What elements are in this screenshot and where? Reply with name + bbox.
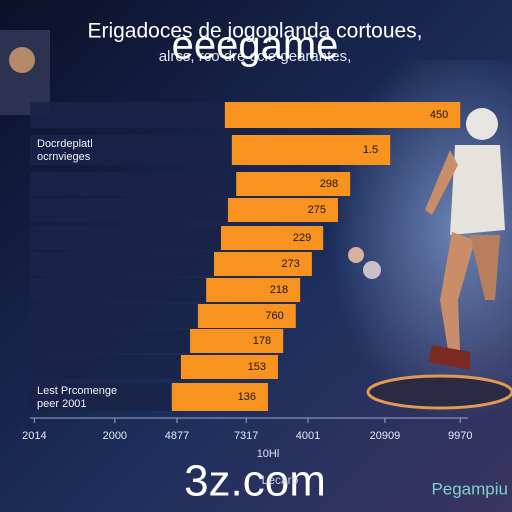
chart-title: Erigadoces de jogoplanda cortoues,	[87, 20, 422, 43]
bar-label: 273	[282, 258, 300, 270]
bar	[190, 329, 284, 353]
chart-subtitle: alrcs, rco dre ccie gearantes,	[159, 48, 352, 65]
bar	[224, 102, 461, 128]
bar-label: 136	[238, 391, 256, 403]
row-band	[30, 226, 221, 250]
row-band	[30, 135, 232, 165]
bar-label: 298	[320, 178, 338, 190]
ball	[363, 261, 381, 279]
x-axis-label: 10Hl	[257, 448, 280, 460]
bar	[231, 135, 391, 165]
bar	[180, 355, 278, 379]
bar	[171, 383, 268, 411]
footer-brand: Pegampiu	[431, 479, 508, 498]
bar-label: 229	[293, 232, 311, 244]
row-band	[30, 198, 228, 222]
x-tick-label: 4001	[296, 430, 320, 442]
bar-label: 153	[248, 361, 266, 373]
row-band	[30, 329, 191, 353]
bar-label: 275	[308, 204, 326, 216]
x-tick-label: 2000	[103, 430, 127, 442]
avatar-face	[9, 47, 35, 73]
plot: 2014 2000 4877 7317 4001 20909 9970 450 1.5 Docrd…	[22, 102, 472, 442]
x-tick-label: 9970	[448, 430, 472, 442]
bar	[236, 172, 351, 196]
bar	[227, 198, 338, 222]
bar-label: 760	[265, 310, 283, 322]
row-band	[30, 355, 181, 379]
ball	[348, 247, 364, 263]
bar-label: 450	[430, 109, 448, 121]
x-tick-label: 20909	[370, 430, 401, 442]
footer-text: Lecaro	[262, 473, 299, 487]
athlete	[366, 108, 512, 410]
row-band	[30, 383, 172, 411]
bar-label: 218	[270, 284, 288, 296]
y-tick-label: Docrdeplatl ocrnvieges	[37, 138, 93, 163]
row-band	[30, 278, 207, 302]
x-tick-label: 2014	[22, 430, 46, 442]
bar	[206, 278, 301, 302]
bar-label: 1.5	[363, 144, 378, 156]
footer-watermark: 3z.com	[184, 457, 326, 506]
row-band	[30, 304, 198, 328]
bar-label: 178	[253, 335, 271, 347]
watermark: eeegame	[172, 24, 339, 68]
bar	[214, 252, 312, 276]
row-band	[30, 252, 215, 276]
x-tick-label: 4877	[165, 430, 189, 442]
row-band	[30, 102, 225, 128]
row-band	[30, 172, 237, 196]
x-tick-label: 7317	[234, 430, 258, 442]
y-tick-label: Lest Prcomenge peer 2001	[37, 385, 117, 410]
bar	[197, 304, 296, 328]
bar	[220, 226, 324, 250]
